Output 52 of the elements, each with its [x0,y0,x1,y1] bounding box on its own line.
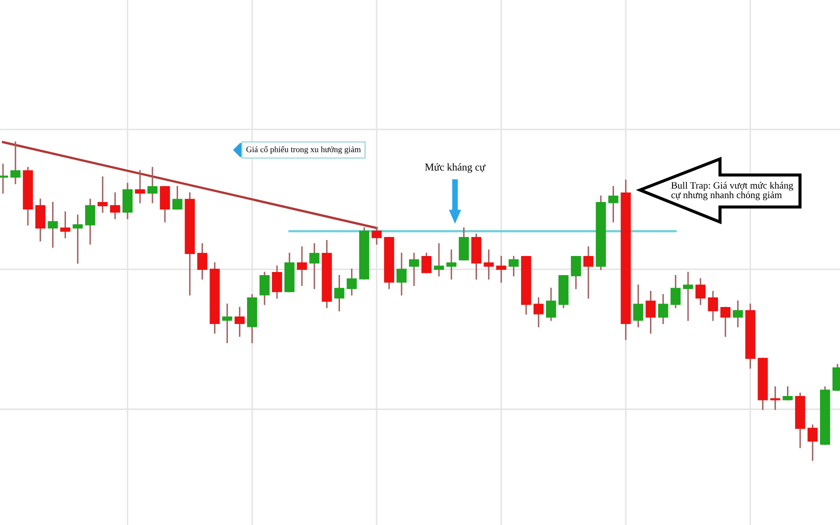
candlestick [782,386,793,400]
candlestick [434,243,444,276]
candlestick [458,227,469,260]
candlestick [658,294,668,324]
candlestick [134,170,146,204]
candlestick [732,300,743,328]
candlestick [35,198,46,242]
candlestick [222,304,232,344]
candlestick [98,176,108,213]
candlestick [770,386,780,410]
candlestick [508,256,519,276]
candlestick [309,243,320,290]
candlestick [260,272,270,306]
candlestick [670,275,681,308]
candlestick [446,250,456,280]
annotation: Mức kháng cự [425,163,486,173]
candlestick [334,275,344,312]
candlestick [695,278,706,306]
candlestick [570,256,581,290]
candlestick [720,306,730,337]
candlestick [172,186,182,210]
candlestick [48,202,58,248]
candlestick [633,284,644,328]
candlestick [372,227,382,245]
candlestick [60,211,70,238]
candlestick [808,424,818,461]
candlestick [583,246,594,299]
candlestick [496,256,506,283]
candlestick [160,186,170,222]
candlestick [234,306,245,337]
candlestick [534,297,544,328]
candlestick [272,265,282,299]
candlestick [346,268,357,296]
candlestick [110,192,120,220]
annotation: Giá cổ phiếu trong xu hướng giảm [246,146,361,154]
candlestick [484,250,494,280]
candlestick [683,272,694,321]
candlestick [147,166,158,204]
candlestick [122,182,133,220]
candlestick [296,246,307,286]
candlestick [646,290,656,334]
candlestick [85,198,96,245]
candlestick [396,252,407,296]
candlestick [546,288,556,321]
candlestick [197,243,208,280]
candlestick [408,252,420,286]
candlestick [421,252,432,274]
candlestick [708,290,718,321]
candlestick [10,141,20,184]
candlestick [72,214,83,264]
annotation: Bull Trap: Giá vượt mức kháng cự nhưng nhanh chóng giảm [671,182,794,200]
candlestick [608,186,618,222]
